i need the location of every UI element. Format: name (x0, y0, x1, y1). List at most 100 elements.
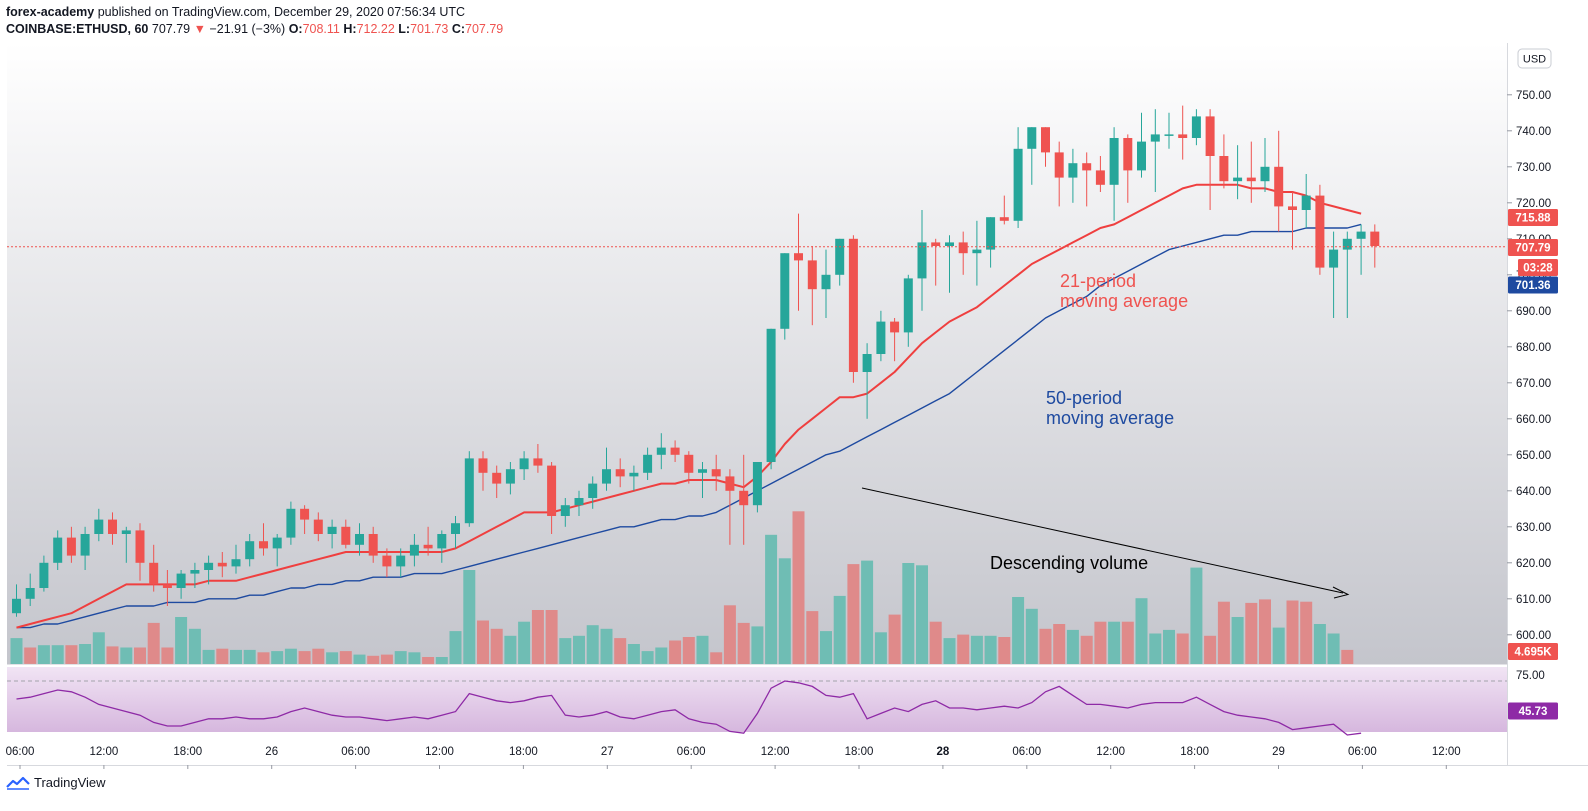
candle[interactable] (1164, 112, 1174, 149)
candle[interactable] (1068, 148, 1078, 203)
candle[interactable] (670, 440, 680, 462)
candle[interactable] (409, 534, 419, 567)
candle[interactable] (876, 310, 886, 362)
candle[interactable] (286, 501, 296, 545)
candle[interactable] (1041, 127, 1050, 167)
candle[interactable] (231, 544, 241, 574)
candle[interactable] (1150, 109, 1160, 192)
candle[interactable] (327, 519, 337, 549)
candle[interactable] (80, 526, 90, 570)
candle[interactable] (574, 490, 584, 516)
candle[interactable] (1288, 192, 1297, 250)
candle[interactable] (711, 454, 721, 491)
candle[interactable] (217, 552, 227, 578)
candle[interactable] (437, 530, 447, 563)
candle[interactable] (162, 570, 172, 606)
candle[interactable] (245, 534, 255, 567)
candle[interactable] (259, 523, 268, 556)
candle[interactable] (1370, 224, 1380, 268)
candle[interactable] (204, 555, 214, 585)
candle[interactable] (505, 462, 515, 495)
candle[interactable] (752, 462, 762, 513)
candle[interactable] (999, 195, 1009, 225)
candle[interactable] (972, 220, 982, 286)
candle[interactable] (300, 505, 310, 534)
candle[interactable] (684, 451, 694, 484)
candle[interactable] (464, 451, 474, 527)
candle[interactable] (1027, 127, 1037, 185)
candle[interactable] (121, 526, 131, 563)
candle[interactable] (1329, 231, 1339, 318)
candle[interactable] (1233, 145, 1243, 200)
candle[interactable] (176, 570, 186, 599)
candle[interactable] (903, 274, 913, 347)
candle[interactable] (698, 462, 707, 498)
candle[interactable] (1274, 130, 1284, 232)
candle[interactable] (149, 544, 159, 592)
candle[interactable] (780, 253, 790, 340)
candle[interactable] (1315, 184, 1325, 275)
currency-badge[interactable]: USD (1517, 48, 1552, 69)
candle[interactable] (492, 465, 502, 498)
candle[interactable] (396, 548, 406, 578)
footer[interactable]: TradingView (6, 775, 106, 790)
candle[interactable] (368, 526, 378, 563)
candle[interactable] (643, 447, 653, 480)
candle[interactable] (1082, 152, 1092, 207)
candle[interactable] (1013, 127, 1023, 228)
candle[interactable] (108, 512, 117, 545)
candle[interactable] (917, 210, 927, 311)
candle[interactable] (602, 447, 611, 491)
candle[interactable] (807, 246, 817, 326)
candle[interactable] (94, 508, 104, 542)
candle[interactable] (1178, 105, 1188, 160)
candle[interactable] (821, 249, 831, 318)
candle[interactable] (945, 235, 954, 293)
candle[interactable] (848, 235, 858, 383)
candle[interactable] (519, 451, 529, 480)
candle[interactable] (272, 534, 282, 567)
candle[interactable] (355, 523, 364, 556)
candle[interactable] (725, 469, 735, 545)
candle[interactable] (986, 217, 996, 268)
candle[interactable] (1356, 224, 1366, 275)
candle[interactable] (1054, 141, 1064, 207)
candle[interactable] (12, 584, 21, 617)
candle[interactable] (313, 512, 323, 542)
candle[interactable] (451, 516, 460, 549)
candle[interactable] (560, 498, 570, 527)
candle[interactable] (341, 519, 351, 549)
candle[interactable] (958, 231, 968, 275)
candle[interactable] (382, 548, 392, 578)
candle[interactable] (629, 465, 639, 491)
candle[interactable] (1205, 109, 1215, 210)
candle[interactable] (25, 573, 35, 606)
candle[interactable] (1123, 134, 1133, 203)
candle[interactable] (1137, 112, 1146, 178)
candle[interactable] (766, 328, 776, 470)
candle[interactable] (890, 318, 900, 362)
author-name[interactable]: forex-academy (6, 5, 95, 19)
candle[interactable] (794, 213, 803, 311)
candle[interactable] (1246, 141, 1256, 203)
candle[interactable] (1191, 109, 1201, 146)
candle[interactable] (547, 462, 557, 534)
candle[interactable] (423, 526, 433, 556)
candle[interactable] (1301, 174, 1311, 228)
candle[interactable] (1109, 127, 1119, 221)
candle[interactable] (739, 454, 749, 545)
candle[interactable] (615, 458, 625, 488)
candle[interactable] (1219, 134, 1229, 189)
candle[interactable] (135, 523, 145, 581)
candle[interactable] (588, 476, 598, 509)
candle[interactable] (1260, 138, 1270, 192)
candle[interactable] (862, 343, 872, 419)
candle[interactable] (53, 530, 63, 570)
candle[interactable] (478, 451, 488, 491)
candle[interactable] (190, 562, 200, 588)
candle[interactable] (1342, 231, 1352, 318)
candle[interactable] (533, 444, 543, 473)
candle[interactable] (1095, 156, 1105, 192)
candle[interactable] (39, 555, 49, 592)
